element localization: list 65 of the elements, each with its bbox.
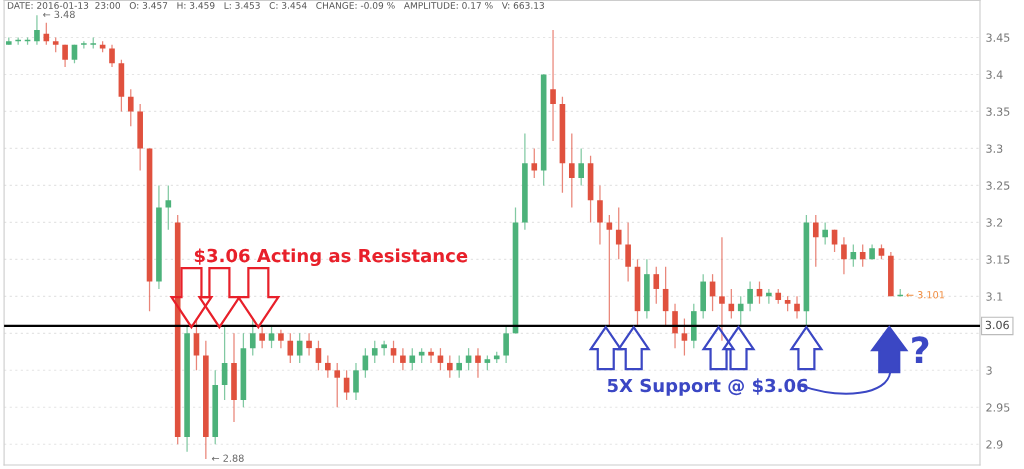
candlestick <box>531 147 538 179</box>
annotation: ← 2.88 <box>211 454 244 462</box>
candlestick <box>672 303 678 349</box>
candlestick <box>334 362 341 408</box>
candlestick <box>278 329 284 349</box>
candlestick <box>325 354 331 379</box>
candlestick <box>400 347 406 371</box>
candlestick <box>475 347 481 379</box>
candlestick <box>249 317 256 357</box>
candlestick <box>165 184 172 231</box>
y-tick-label: 3.35 <box>986 107 1010 116</box>
y-tick-label: 3 <box>986 366 992 375</box>
candlestick <box>822 221 828 246</box>
candlestick <box>747 280 753 312</box>
candlestick <box>381 340 387 357</box>
candlestick <box>409 347 416 371</box>
y-tick-label: 3.1 <box>986 292 1003 301</box>
candlestick <box>615 206 622 260</box>
candlestick <box>719 236 725 342</box>
candlestick <box>568 132 575 209</box>
candlestick <box>456 354 463 379</box>
annotation: ← 3.48 <box>43 10 75 19</box>
y-tick-label: 3.15 <box>986 255 1010 264</box>
candlestick <box>390 340 397 364</box>
candlestick <box>109 44 115 68</box>
annotation: $3.06 Acting as Resistance <box>194 248 468 267</box>
annotation: ← 3.101 <box>906 291 945 299</box>
y-tick-label: 3.45 <box>986 33 1010 42</box>
candlestick <box>81 40 87 50</box>
y-tick-label: 2.9 <box>986 440 1003 449</box>
candlestick <box>315 340 322 371</box>
candlestick <box>681 317 688 357</box>
candlestick <box>578 147 585 187</box>
candlestick <box>306 332 312 357</box>
candlestick <box>34 14 40 46</box>
candlestick <box>737 295 744 327</box>
y-tick-label: 2.95 <box>986 403 1010 412</box>
candlestick <box>653 266 660 305</box>
candlestick <box>343 369 350 401</box>
candlestick <box>550 29 556 142</box>
y-tick-label: 3.25 <box>986 181 1010 190</box>
annotation: DATE: 2016-01-13 23:00 O: 3.457 H: 3.459 L: 3.453 C: 3.454 CHANGE: -0.09 % AMPLITUDE: 0.17 % V: 663.13 <box>7 2 544 9</box>
annotation: ? <box>912 336 929 364</box>
candlestick <box>371 340 378 364</box>
y-tick-label: 3.4 <box>986 70 1003 79</box>
candlestick <box>794 295 800 320</box>
candlestick <box>625 221 631 283</box>
candlestick <box>296 332 303 364</box>
candlestick <box>127 88 134 127</box>
candlestick <box>447 354 453 379</box>
candlestick <box>428 347 434 364</box>
candlestick <box>259 325 265 349</box>
candlestick <box>503 325 509 364</box>
annotation: 5X Support @ $3.06 <box>607 378 808 396</box>
candlestick <box>606 214 613 327</box>
candlestick <box>353 362 359 401</box>
candlestick <box>287 332 294 364</box>
candlestick <box>841 236 847 275</box>
candlestick <box>812 214 819 268</box>
y-tick-label: 3.2 <box>986 218 1003 227</box>
candlestick <box>597 184 603 246</box>
candlestick <box>859 243 866 268</box>
ref-line-label: 3.06 <box>985 320 1009 330</box>
candlestick <box>268 325 275 349</box>
y-tick-label: 3.3 <box>986 144 1003 153</box>
